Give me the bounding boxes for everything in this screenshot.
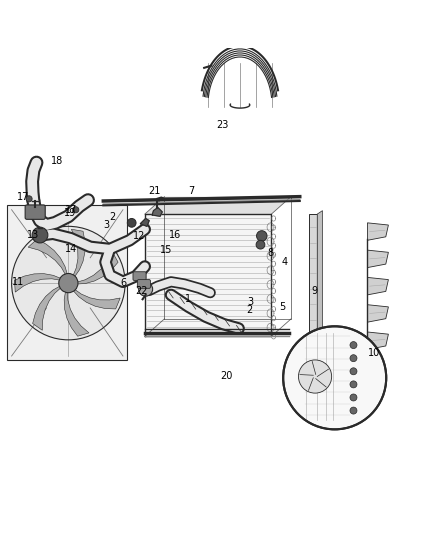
Text: 23: 23 [216,119,229,130]
Circle shape [257,231,267,241]
FancyBboxPatch shape [133,272,146,280]
Circle shape [350,354,357,362]
Circle shape [12,227,125,340]
FancyBboxPatch shape [25,205,45,220]
Text: 5: 5 [279,302,285,312]
Text: 3: 3 [247,297,254,308]
Text: 14: 14 [65,244,78,254]
Text: 22: 22 [135,286,148,296]
Text: 7: 7 [188,187,194,196]
Polygon shape [76,252,118,284]
Circle shape [256,240,265,249]
Text: 6: 6 [120,278,126,288]
Circle shape [298,360,332,393]
Circle shape [350,368,357,375]
Circle shape [59,273,78,293]
Text: 17: 17 [65,205,78,215]
Circle shape [32,227,48,243]
Circle shape [139,282,152,296]
Text: 8: 8 [268,248,274,259]
Text: 4: 4 [282,257,288,267]
Text: 20: 20 [221,370,233,381]
Polygon shape [33,286,62,330]
Text: 13: 13 [27,230,39,240]
Polygon shape [14,273,62,292]
Polygon shape [367,250,389,268]
Polygon shape [152,207,162,216]
FancyBboxPatch shape [308,214,317,333]
Polygon shape [317,211,322,333]
Circle shape [26,196,32,202]
Text: 15: 15 [160,245,173,255]
Text: 16: 16 [169,230,181,240]
Text: 10: 10 [368,348,380,358]
Polygon shape [367,223,389,240]
Polygon shape [367,332,389,350]
Text: 21: 21 [148,187,161,196]
Text: 18: 18 [50,156,63,166]
Circle shape [350,342,357,349]
Text: 19: 19 [64,208,77,218]
Polygon shape [64,290,89,336]
Text: 11: 11 [12,277,24,287]
Polygon shape [367,277,389,295]
Circle shape [73,207,79,213]
Circle shape [350,407,357,414]
Polygon shape [145,214,272,336]
Polygon shape [141,219,149,227]
Circle shape [350,381,357,388]
Circle shape [283,326,386,430]
Polygon shape [72,289,120,309]
Circle shape [350,394,357,401]
Text: 3: 3 [103,220,110,230]
Text: 9: 9 [311,286,317,295]
Polygon shape [28,239,67,276]
Polygon shape [71,229,85,278]
FancyBboxPatch shape [7,205,127,360]
FancyBboxPatch shape [138,280,150,288]
Text: 2: 2 [109,212,115,222]
Text: 1: 1 [185,294,191,304]
Text: 12: 12 [132,231,145,241]
Circle shape [127,219,136,227]
Polygon shape [145,197,291,214]
Text: 2: 2 [247,305,253,315]
Polygon shape [367,305,389,322]
Text: 17: 17 [17,192,30,201]
